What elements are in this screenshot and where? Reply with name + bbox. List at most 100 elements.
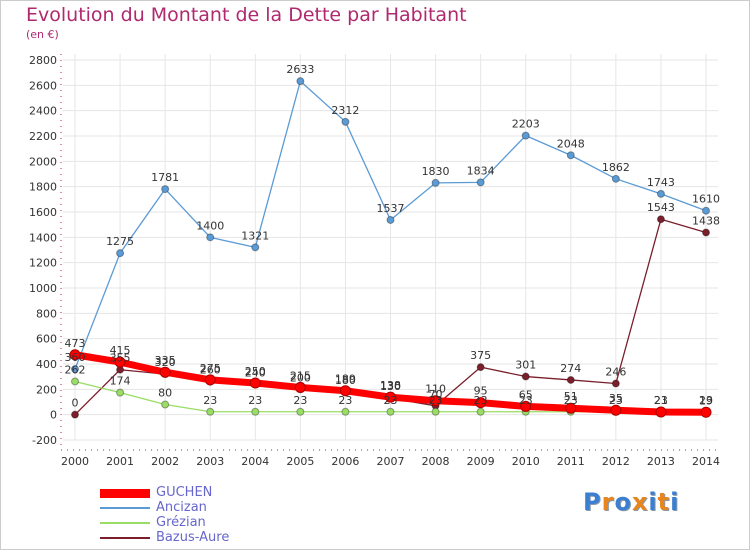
data-label: 262	[65, 363, 86, 376]
data-label: 138	[380, 379, 401, 392]
data-point	[702, 228, 710, 237]
data-point	[341, 117, 350, 126]
data-point	[521, 131, 530, 140]
data-point	[69, 349, 81, 361]
y-tick-label: 2000	[29, 155, 57, 168]
x-tick-label: 2008	[422, 455, 450, 468]
logo-letter: x	[631, 488, 649, 516]
data-point	[521, 372, 530, 381]
data-label: 215	[290, 369, 311, 382]
legend-swatch	[100, 522, 150, 524]
data-label: 1862	[602, 161, 630, 174]
data-label: 23	[609, 394, 623, 407]
chart-unit: (en €)	[26, 28, 59, 41]
data-point	[204, 374, 216, 386]
data-point	[206, 407, 215, 416]
data-point	[341, 407, 350, 416]
legend-swatch	[100, 507, 150, 509]
x-tick-label: 2011	[557, 455, 585, 468]
data-label: 1610	[692, 193, 720, 206]
logo-letter: t	[657, 488, 671, 516]
x-tick-label: 2004	[241, 455, 269, 468]
legend-swatch	[100, 537, 150, 539]
data-label: 320	[155, 356, 176, 369]
data-label: 473	[65, 337, 86, 350]
y-tick-label: -200	[32, 434, 57, 447]
data-point	[296, 77, 305, 86]
y-tick-label: 0	[50, 409, 57, 422]
data-point	[294, 381, 306, 393]
legend-label: Grézian	[156, 515, 206, 530]
data-point	[249, 377, 261, 389]
data-point	[386, 215, 395, 224]
data-label: 274	[560, 362, 581, 375]
data-label: 23	[338, 394, 352, 407]
data-label: 35	[609, 392, 623, 405]
data-point	[655, 406, 667, 418]
y-tick-label: 2200	[29, 130, 57, 143]
data-label: 1834	[467, 164, 495, 177]
data-point	[702, 206, 710, 215]
x-tick-label: 2012	[602, 455, 630, 468]
data-point	[161, 400, 170, 409]
data-label: 19	[699, 394, 713, 407]
y-tick-label: 400	[36, 358, 57, 371]
data-label: 375	[470, 349, 491, 362]
data-label: 2633	[286, 63, 314, 76]
data-point	[71, 410, 79, 419]
x-tick-label: 2003	[196, 455, 224, 468]
data-label: 240	[245, 366, 266, 379]
data-point	[565, 402, 577, 414]
data-label: 180	[335, 374, 356, 387]
data-label: 335	[155, 354, 176, 367]
data-label: 23	[474, 394, 488, 407]
data-label: 1400	[196, 219, 224, 232]
x-tick-label: 2005	[286, 455, 314, 468]
logo-letter: i	[648, 488, 658, 516]
data-label: 301	[515, 359, 536, 372]
data-point	[566, 151, 575, 160]
data-point	[476, 178, 485, 187]
x-tick-label: 2009	[467, 455, 495, 468]
data-point	[296, 407, 305, 416]
data-label: 23	[203, 394, 217, 407]
y-tick-label: 2800	[29, 54, 57, 67]
data-point	[206, 233, 215, 242]
x-tick-label: 2000	[61, 455, 89, 468]
data-label: 1743	[647, 176, 675, 189]
data-label: 275	[200, 362, 221, 375]
data-point	[116, 249, 125, 258]
data-label: 65	[519, 388, 533, 401]
data-point	[386, 407, 395, 416]
data-label: 21	[654, 394, 668, 407]
y-tick-label: 1600	[29, 206, 57, 219]
data-label: 51	[564, 390, 578, 403]
data-label: 23	[248, 394, 262, 407]
data-label: 2312	[331, 104, 359, 117]
x-tick-label: 2006	[331, 455, 359, 468]
data-label: 2048	[557, 137, 585, 150]
proxiti-logo: Proxiti	[583, 488, 679, 516]
data-label: 246	[605, 366, 626, 379]
logo-letter: o	[614, 488, 632, 516]
data-label: 2203	[512, 118, 540, 131]
label-layer: 0 355 320 260 240 200 180 130 70 375 301 274 246 1543…	[65, 63, 721, 410]
data-point	[161, 185, 170, 194]
x-tick-label: 2014	[692, 455, 720, 468]
data-label: 23	[429, 394, 443, 407]
y-tick-label: 2400	[29, 105, 57, 118]
data-label: 23	[654, 394, 668, 407]
x-tick-label: 2010	[512, 455, 540, 468]
data-label: 23	[699, 394, 713, 407]
data-point	[476, 407, 485, 416]
data-label: 0	[72, 397, 79, 410]
chart-title: Evolution du Montant de la Dette par Hab…	[26, 4, 467, 26]
data-point	[700, 406, 712, 418]
series-layer	[69, 77, 712, 419]
logo-letter: i	[670, 488, 680, 516]
data-label: 1537	[377, 202, 405, 215]
data-point	[385, 391, 396, 403]
data-label: 355	[110, 352, 131, 365]
y-tick-label: 200	[36, 383, 57, 396]
